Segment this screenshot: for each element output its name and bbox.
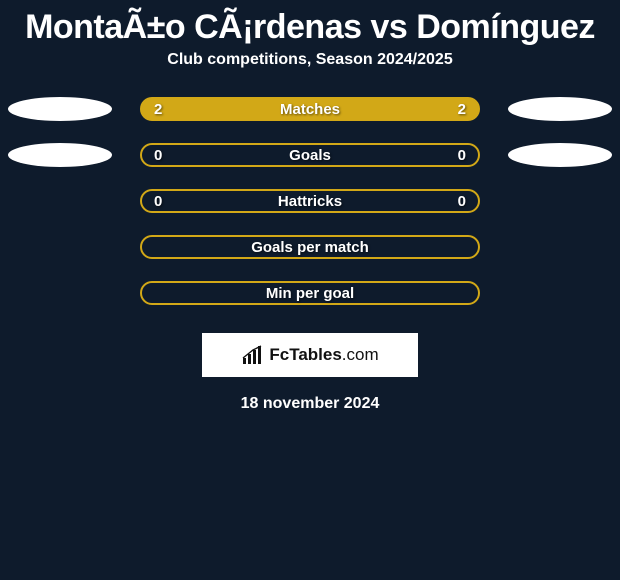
logo-box: FcTables.com	[202, 333, 418, 377]
stat-value-right: 0	[458, 193, 466, 210]
player-ellipse-left	[8, 143, 112, 167]
stat-label: Goals	[289, 147, 331, 164]
stat-row: 0 Goals 0	[0, 143, 620, 167]
content: MontaÃ±o CÃ¡rdenas vs Domínguez Club com…	[0, 0, 620, 580]
stat-value-left: 0	[154, 193, 162, 210]
stat-bar: 2 Matches 2	[140, 97, 480, 121]
stat-bar: 0 Hattricks 0	[140, 189, 480, 213]
stat-row: 2 Matches 2	[0, 97, 620, 121]
subtitle: Club competitions, Season 2024/2025	[0, 51, 620, 97]
logo-text: FcTables.com	[269, 345, 378, 365]
stat-value-left: 2	[154, 101, 162, 118]
stat-bar: 0 Goals 0	[140, 143, 480, 167]
stat-bar: Min per goal	[140, 281, 480, 305]
stat-label: Goals per match	[251, 239, 369, 256]
logo-suffix: .com	[342, 345, 379, 364]
stat-label: Matches	[280, 101, 340, 118]
stat-value-right: 2	[458, 101, 466, 118]
logo-prefix: FcTables	[269, 345, 341, 364]
stat-value-left: 0	[154, 147, 162, 164]
page-title: MontaÃ±o CÃ¡rdenas vs Domínguez	[0, 0, 620, 51]
stat-row: Min per goal	[0, 281, 620, 305]
stat-label: Min per goal	[266, 285, 354, 302]
stat-row: Goals per match	[0, 235, 620, 259]
stat-rows: 2 Matches 2 0 Goals 0 0 Hattricks 0 Goals per mat…	[0, 97, 620, 327]
player-ellipse-right	[508, 97, 612, 121]
player-ellipse-left	[8, 97, 112, 121]
stat-row: 0 Hattricks 0	[0, 189, 620, 213]
logo-icon	[241, 344, 263, 366]
stat-bar: Goals per match	[140, 235, 480, 259]
player-ellipse-right	[508, 143, 612, 167]
date-text: 18 november 2024	[0, 395, 620, 413]
stat-value-right: 0	[458, 147, 466, 164]
stat-label: Hattricks	[278, 193, 342, 210]
